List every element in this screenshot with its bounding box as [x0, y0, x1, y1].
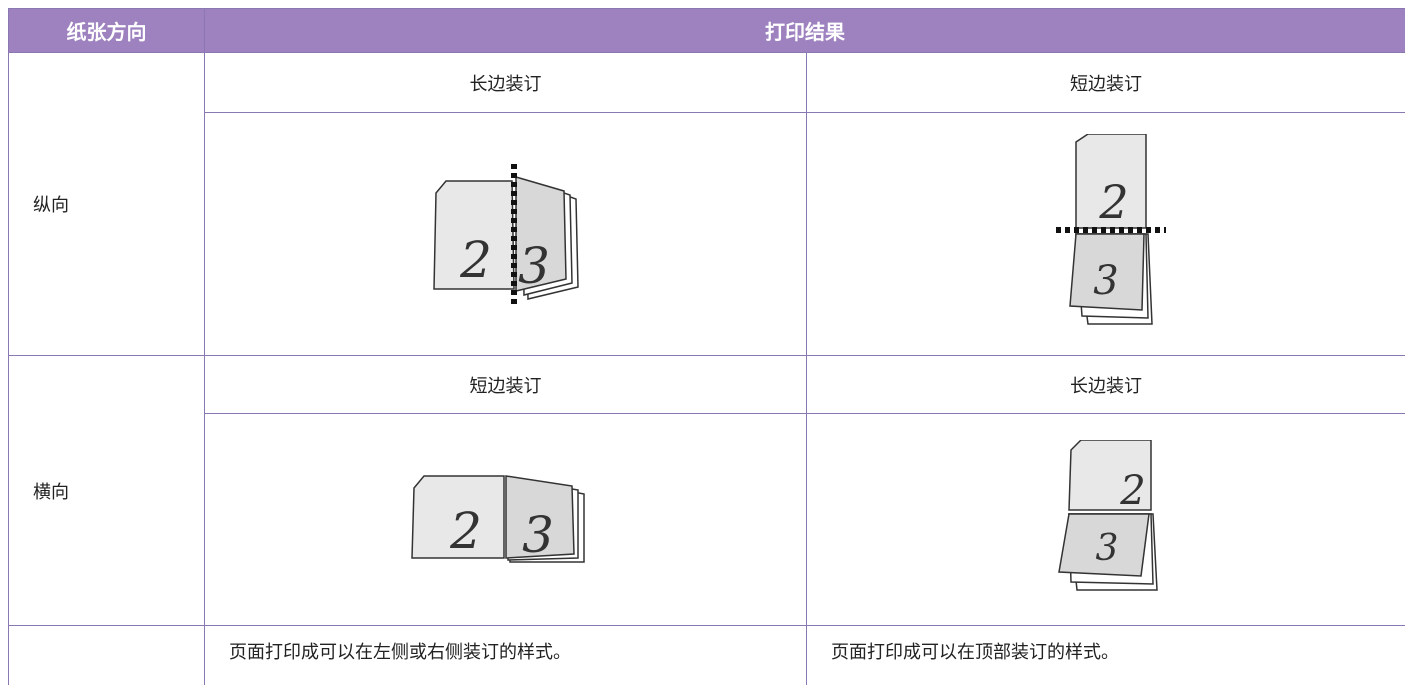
page-number: 2: [1098, 175, 1128, 229]
page-number: 3: [1093, 258, 1118, 304]
option-cell: 短边装订: [204, 355, 806, 413]
header-cell: 打印结果: [204, 8, 1405, 52]
orientation-cell: 纵向: [8, 52, 204, 355]
option-cell: 长边装订: [806, 355, 1405, 413]
binding-illustration: 23: [1056, 134, 1166, 325]
header-cell: 纸张方向: [8, 8, 204, 52]
page-number: 2: [1119, 468, 1145, 514]
binding-illustration: 23: [1058, 439, 1158, 591]
page-number: 3: [522, 506, 554, 564]
page-number: 3: [518, 237, 550, 295]
option-cell: 长边装订: [204, 52, 806, 112]
page-number: 3: [1096, 528, 1119, 569]
page-number: 2: [449, 502, 482, 560]
note-cell: 页面打印成可以在顶部装订的样式。: [806, 625, 1405, 685]
note-cell: 页面打印成可以在左侧或右侧装订的样式。: [204, 625, 806, 685]
orientation-cell: 横向: [8, 355, 204, 625]
page-number: 2: [459, 231, 492, 289]
empty-cell: [8, 625, 204, 685]
option-cell: 短边装订: [806, 52, 1405, 112]
